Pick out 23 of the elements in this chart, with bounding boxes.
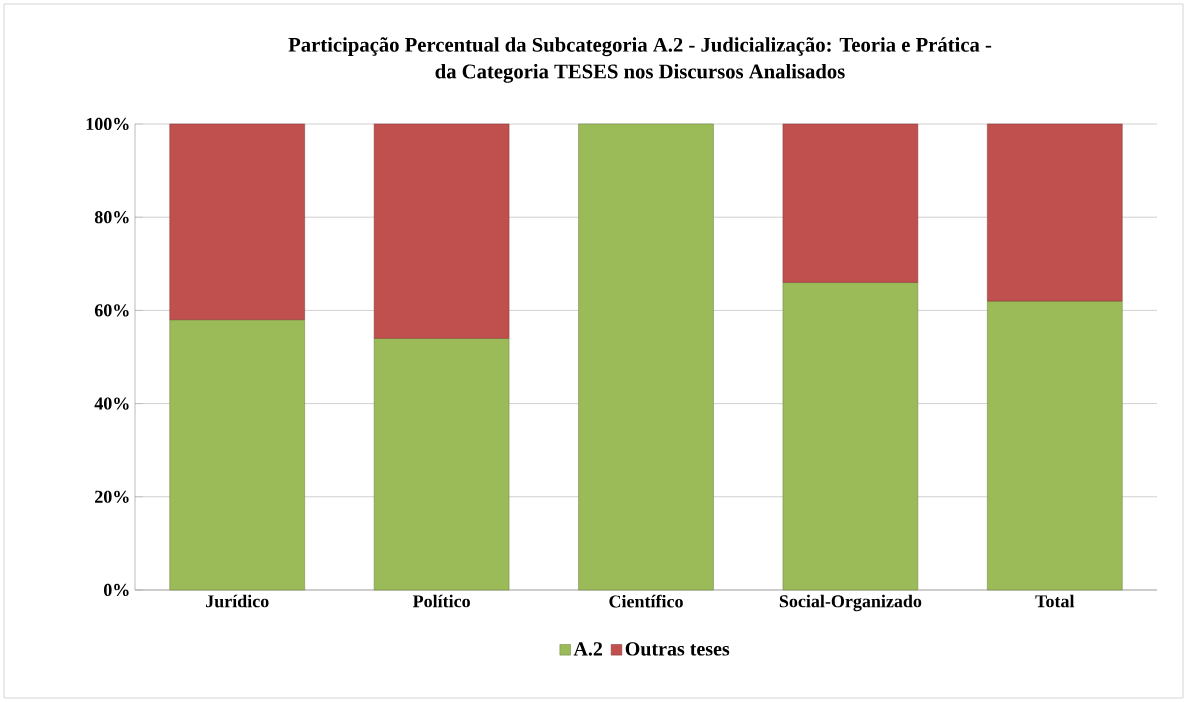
y-tick-label: 100% (86, 117, 129, 131)
bar (987, 123, 1123, 302)
bar (169, 123, 305, 320)
bar (782, 282, 919, 591)
y-tick-label: 60% (94, 304, 129, 317)
x-tick-label: Total (1035, 594, 1075, 608)
bar (373, 338, 510, 591)
x-tick-label: Jurídico (206, 594, 269, 608)
bar (987, 300, 1123, 591)
y-tick-label: 40% (94, 397, 129, 410)
legend-label: Outras teses (625, 642, 730, 656)
x-tick-label: Social-Organizado (779, 594, 922, 612)
bar (169, 319, 305, 591)
legend-label: A.2 (573, 642, 603, 656)
bar (578, 123, 714, 591)
x-tick-label: Político (412, 594, 470, 608)
x-tick-label: Científico (609, 594, 683, 608)
bar (373, 123, 510, 339)
chart-title: Participação Percentual da Subcategoria A.2 - Judicialização: Teoria e Prática - da Categoria TESES nos Discursos Analisados (288, 37, 992, 83)
y-tick-label: 0% (103, 583, 129, 597)
y-tick-label: 80% (94, 211, 129, 224)
y-tick-label: 20% (95, 490, 129, 503)
bar (782, 123, 919, 283)
